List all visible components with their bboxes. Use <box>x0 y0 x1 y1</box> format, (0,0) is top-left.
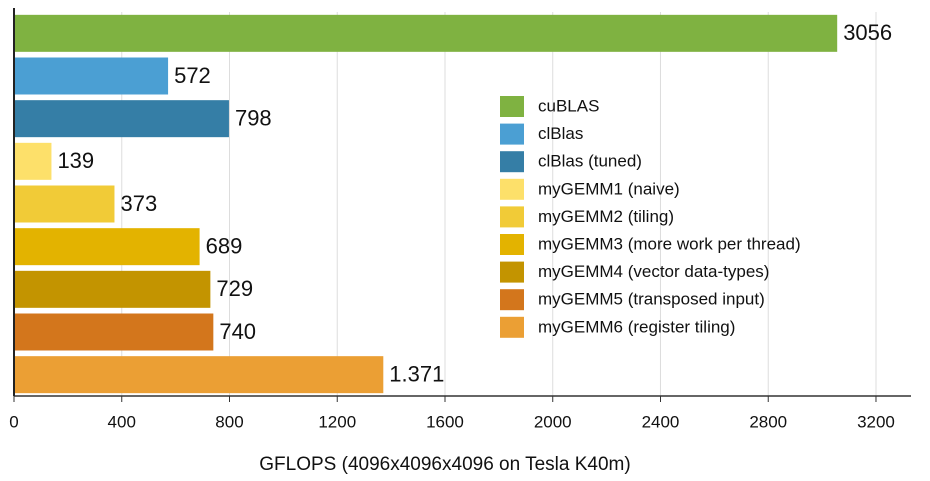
bar <box>14 100 229 138</box>
legend-label: cuBLAS <box>538 96 599 115</box>
legend-label: clBlas <box>538 124 583 143</box>
x-tick-label: 400 <box>108 412 136 431</box>
x-tick-label: 2400 <box>642 412 680 431</box>
x-axis-label: GFLOPS (4096x4096x4096 on Tesla K40m) <box>259 454 630 475</box>
bar <box>14 270 211 308</box>
legend-swatch <box>500 289 524 311</box>
legend-label: myGEMM6 (register tiling) <box>538 317 735 336</box>
x-tick-label: 3200 <box>857 412 895 431</box>
x-tick-label: 1600 <box>426 412 464 431</box>
bar <box>14 57 169 95</box>
value-label: 689 <box>206 233 243 258</box>
bar <box>14 356 384 394</box>
legend-swatch <box>500 151 524 173</box>
x-tick-label: 800 <box>215 412 243 431</box>
bar <box>14 185 115 223</box>
legend-swatch <box>500 123 524 145</box>
value-label: 373 <box>120 191 157 216</box>
legend-swatch <box>500 316 524 338</box>
legend-label: myGEMM3 (more work per thread) <box>538 234 801 253</box>
x-tick-label: 0 <box>9 412 18 431</box>
legend-label: myGEMM1 (naive) <box>538 179 680 198</box>
bar <box>14 14 838 52</box>
legend-label: myGEMM5 (transposed input) <box>538 290 765 309</box>
x-tick-label: 1200 <box>318 412 356 431</box>
value-label: 572 <box>174 63 211 88</box>
legend-swatch <box>500 96 524 117</box>
legend-label: clBlas (tuned) <box>538 152 642 171</box>
bar <box>14 228 200 266</box>
value-label: 3056 <box>843 20 892 45</box>
value-label: 798 <box>235 105 272 130</box>
legend-swatch <box>500 206 524 228</box>
legend-swatch <box>500 178 524 200</box>
bar <box>14 142 52 180</box>
legend-swatch <box>500 261 524 283</box>
bar <box>14 313 214 351</box>
legend-label: myGEMM4 (vector data-types) <box>538 262 769 281</box>
legend-label: myGEMM2 (tiling) <box>538 207 674 226</box>
legend-swatch <box>500 234 524 255</box>
value-label: 139 <box>57 148 94 173</box>
x-tick-label: 2800 <box>749 412 787 431</box>
x-tick-label: 2000 <box>534 412 572 431</box>
value-label: 1.371 <box>389 361 444 386</box>
value-label: 729 <box>216 276 253 301</box>
value-label: 740 <box>219 319 256 344</box>
